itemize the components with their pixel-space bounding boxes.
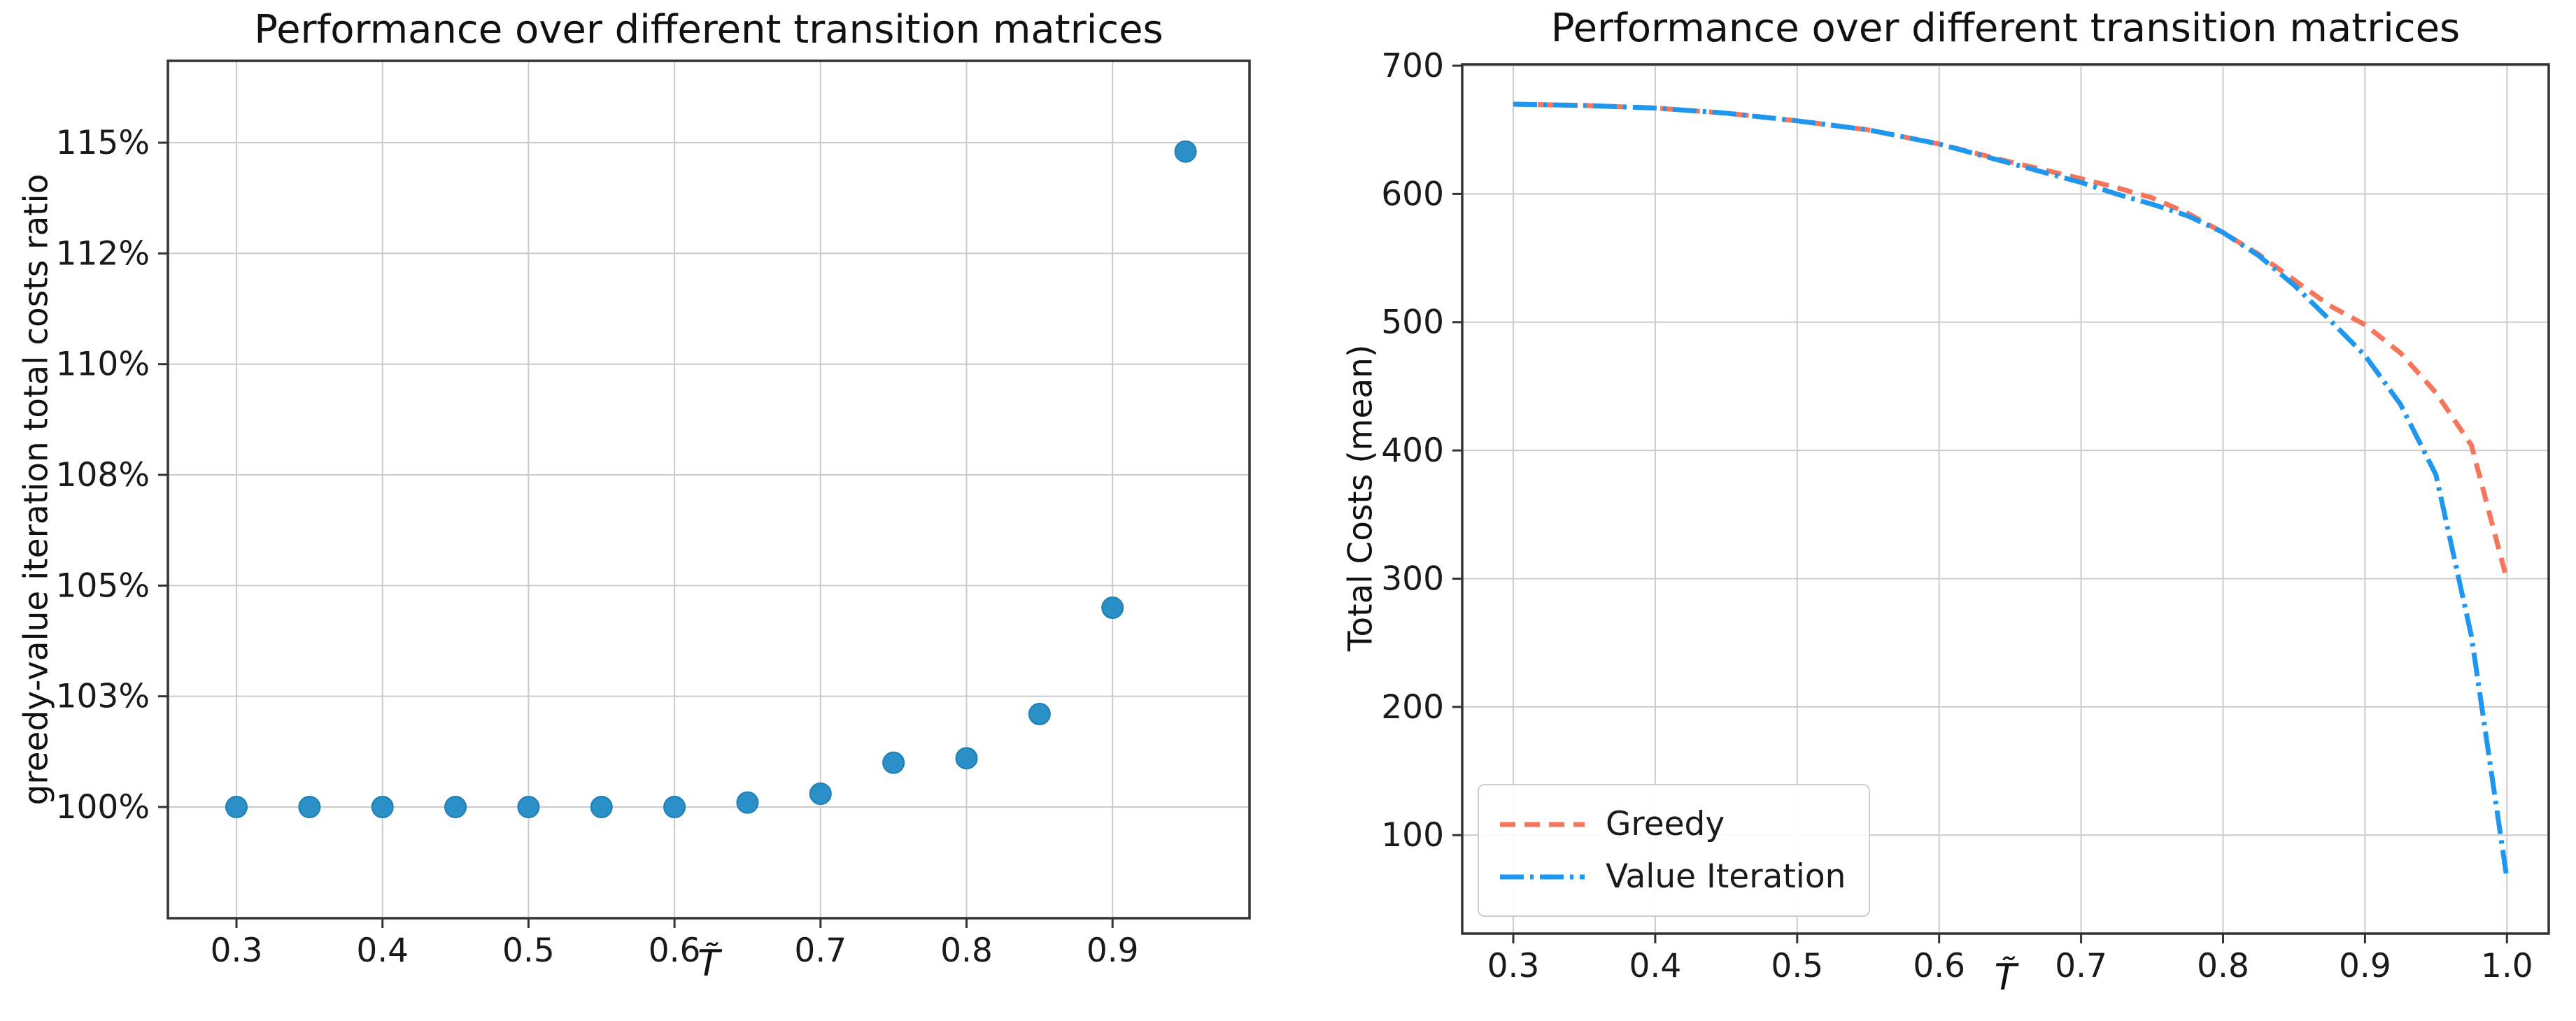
y-tick-label: 300 — [1381, 559, 1444, 598]
scatter-point — [371, 796, 394, 818]
legend-item-greedy: Greedy — [1479, 805, 1869, 843]
scatter-point — [1028, 703, 1051, 726]
scatter-point — [809, 783, 832, 806]
right-chart-title: Performance over different transition ma… — [1550, 6, 2461, 51]
x-tick-label: 0.5 — [1771, 947, 1823, 985]
y-tick-label: 105% — [56, 566, 150, 605]
value-iteration-line-sample-icon — [1500, 874, 1585, 879]
scatter-point — [444, 796, 467, 818]
right-x-axis-label: T̃ — [1994, 957, 2017, 999]
scatter-point — [225, 796, 248, 818]
y-tick-label: 110% — [56, 345, 150, 384]
legend-item-value-iteration: Value Iteration — [1479, 857, 1869, 896]
left-y-axis-label: greedy-value iteration total costs ratio — [17, 173, 56, 806]
x-tick-label: 0.6 — [649, 931, 701, 970]
scatter-point — [955, 747, 978, 770]
x-tick-label: 0.4 — [1629, 947, 1682, 985]
x-tick-label: 0.9 — [1087, 931, 1139, 970]
x-tick-label: 0.6 — [1913, 947, 1965, 985]
scatter-point — [663, 796, 686, 818]
legend-label-value-iteration: Value Iteration — [1606, 857, 1846, 896]
y-tick-label: 112% — [56, 234, 150, 273]
x-tick-label: 0.5 — [502, 931, 555, 970]
plot-border — [167, 59, 1251, 920]
scatter-point — [1174, 140, 1197, 163]
right-y-axis-label: Total Costs (mean) — [1341, 344, 1380, 652]
scatter-point — [1101, 597, 1124, 620]
series-line-value-iteration — [1513, 101, 2510, 880]
greedy-line-sample-icon — [1500, 822, 1585, 827]
x-tick-label: 0.7 — [2055, 947, 2107, 985]
scatter-point — [590, 796, 613, 818]
legend: Greedy Value Iteration — [1478, 784, 1870, 917]
y-tick-label: 200 — [1381, 688, 1444, 727]
plot-border — [1461, 63, 2550, 935]
legend-label-greedy: Greedy — [1606, 805, 1725, 843]
y-tick-label: 103% — [56, 678, 150, 716]
left-x-axis-label: T̃ — [698, 943, 720, 985]
x-tick-label: 0.9 — [2339, 947, 2391, 985]
x-tick-label: 0.3 — [211, 931, 263, 970]
scatter-point — [736, 791, 759, 814]
x-tick-label: 0.7 — [794, 931, 847, 970]
x-tick-label: 0.8 — [940, 931, 993, 970]
y-tick-label: 500 — [1381, 304, 1444, 342]
y-tick-label: 100 — [1381, 816, 1444, 855]
left-chart-title: Performance over different transition ma… — [254, 7, 1163, 52]
y-tick-label: 400 — [1381, 431, 1444, 470]
x-tick-label: 1.0 — [2481, 947, 2533, 985]
y-tick-label: 100% — [56, 788, 150, 827]
x-tick-label: 0.3 — [1487, 947, 1540, 985]
scatter-point — [882, 751, 905, 774]
scatter-point — [517, 796, 540, 818]
x-tick-label: 0.8 — [2197, 947, 2249, 985]
scatter-point — [298, 796, 321, 818]
y-tick-label: 700 — [1381, 47, 1444, 85]
y-tick-label: 108% — [56, 456, 150, 494]
y-tick-label: 600 — [1381, 175, 1444, 213]
y-tick-label: 115% — [56, 124, 150, 162]
x-tick-label: 0.4 — [356, 931, 409, 970]
series-line-greedy — [1513, 101, 2510, 581]
